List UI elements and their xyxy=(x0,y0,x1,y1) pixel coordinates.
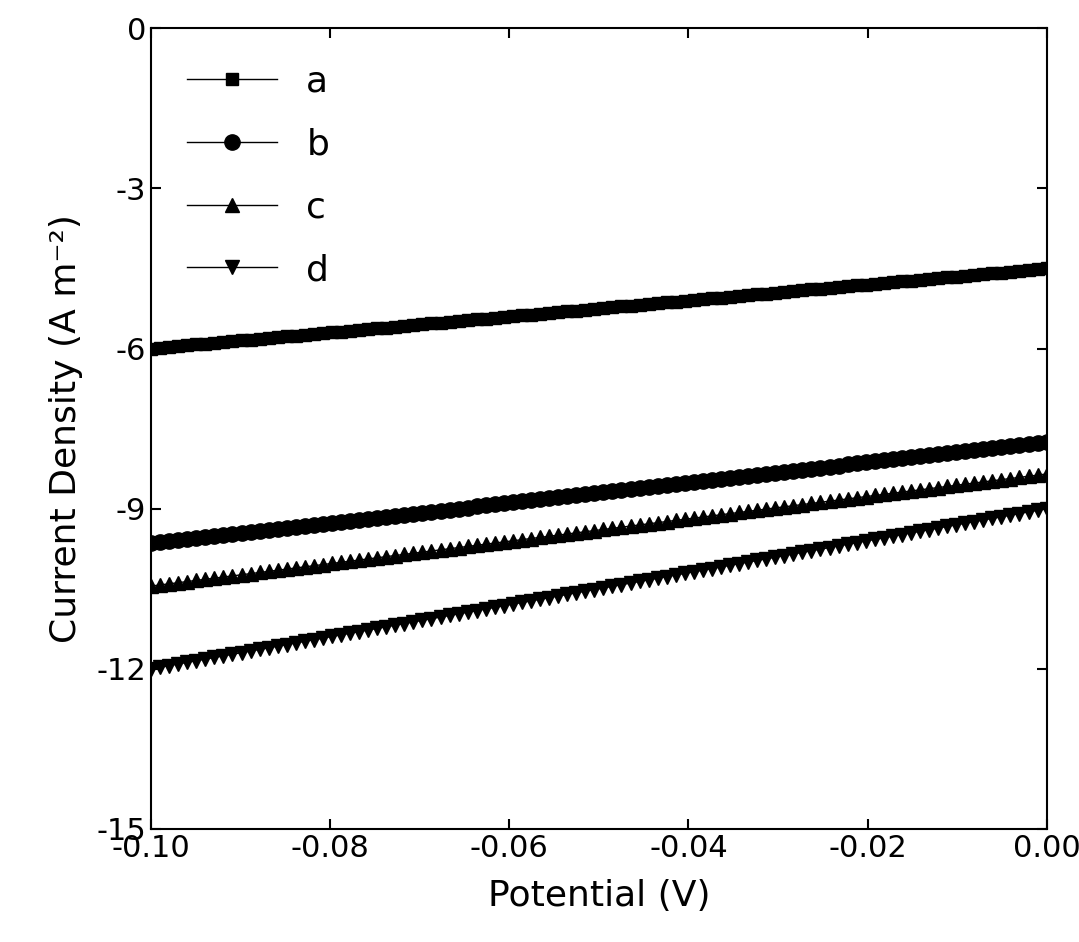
a xyxy=(353,324,366,335)
X-axis label: Potential (V): Potential (V) xyxy=(488,880,710,914)
c xyxy=(606,523,619,534)
c xyxy=(679,513,692,525)
c xyxy=(316,559,329,570)
d xyxy=(606,580,619,592)
c xyxy=(968,478,981,489)
a xyxy=(679,295,692,306)
c xyxy=(353,555,366,566)
Line: a: a xyxy=(145,262,1053,355)
a xyxy=(606,301,619,313)
a xyxy=(316,328,329,339)
c xyxy=(995,474,1008,485)
a xyxy=(1040,263,1053,274)
d xyxy=(316,632,329,643)
b xyxy=(995,442,1008,453)
b xyxy=(968,445,981,456)
d xyxy=(968,516,981,528)
b xyxy=(353,514,366,526)
b xyxy=(1040,436,1053,447)
b xyxy=(679,478,692,489)
b xyxy=(145,538,158,549)
b xyxy=(606,485,619,496)
d xyxy=(1040,503,1053,514)
Y-axis label: Current Density (A m⁻²): Current Density (A m⁻²) xyxy=(49,214,83,643)
Line: b: b xyxy=(144,434,1054,551)
a xyxy=(968,269,981,281)
c xyxy=(1040,468,1053,479)
a xyxy=(995,267,1008,278)
d xyxy=(679,568,692,579)
c xyxy=(145,580,158,592)
Line: c: c xyxy=(145,467,1053,593)
b xyxy=(316,518,329,529)
d xyxy=(353,626,366,638)
d xyxy=(145,663,158,674)
Line: d: d xyxy=(145,502,1053,675)
a xyxy=(145,343,158,354)
Legend: a, b, c, d: a, b, c, d xyxy=(169,46,347,305)
d xyxy=(995,512,1008,523)
